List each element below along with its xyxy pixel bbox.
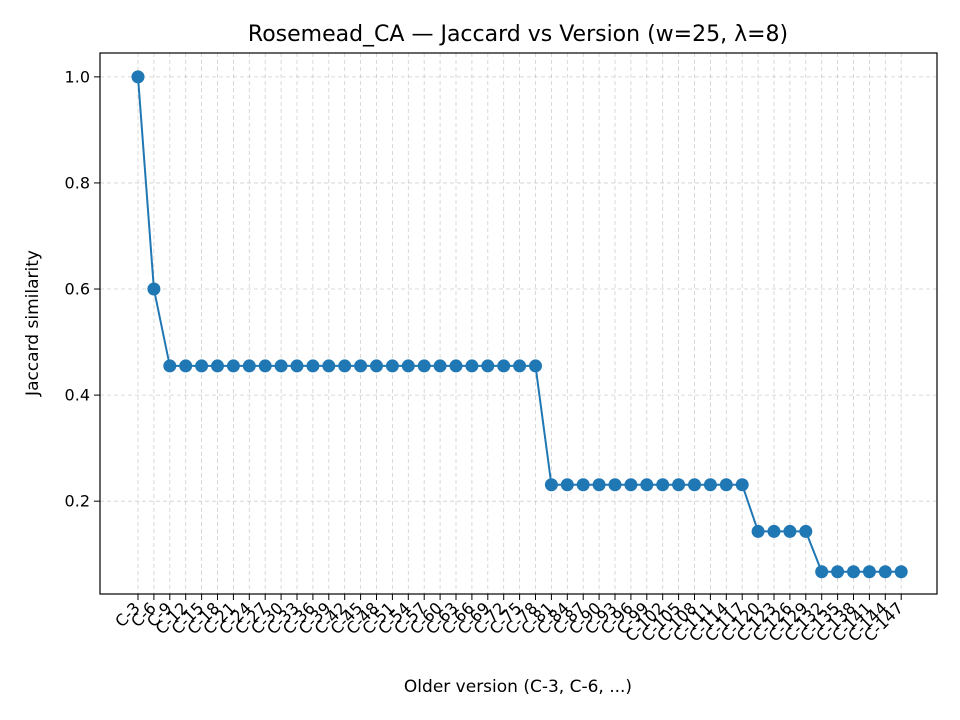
y-axis: 0.2 0.4 0.6 0.8 1.0: [65, 67, 100, 511]
data-point: [656, 478, 670, 492]
data-point: [401, 359, 415, 373]
chart-title: Rosemead_CA — Jaccard vs Version (w=25, …: [248, 22, 788, 47]
data-point: [751, 524, 765, 538]
data-point: [831, 565, 845, 579]
data-point: [862, 565, 876, 579]
data-point: [799, 524, 813, 538]
data-point: [719, 478, 733, 492]
data-point: [338, 359, 352, 373]
data-point: [274, 359, 288, 373]
data-point: [226, 359, 240, 373]
x-axis: C-3C-6C-9C-12C-15C-18C-21C-24C-27C-30C-3…: [111, 594, 907, 645]
data-point: [370, 359, 383, 373]
data-point: [815, 565, 829, 579]
y-tick-label: 0.8: [65, 173, 90, 192]
data-point: [179, 359, 193, 373]
data-point: [322, 359, 336, 373]
data-point: [894, 565, 908, 579]
data-point: [354, 359, 368, 373]
data-point: [783, 524, 797, 538]
data-point: [847, 565, 860, 579]
data-point: [544, 478, 558, 492]
y-tick-label: 0.6: [65, 280, 90, 299]
data-point: [576, 478, 590, 492]
data-point: [242, 359, 256, 373]
data-point: [258, 359, 272, 373]
data-point: [147, 282, 161, 296]
data-point: [195, 359, 209, 373]
data-point: [497, 359, 511, 373]
data-point: [417, 359, 431, 373]
y-tick-label: 0.2: [65, 492, 90, 511]
data-point: [163, 359, 177, 373]
data-point: [211, 359, 224, 373]
data-point: [672, 478, 686, 492]
data-point: [465, 359, 479, 373]
data-point: [703, 478, 717, 492]
data-point: [640, 478, 654, 492]
plot-area-frame: [99, 52, 938, 595]
data-point: [592, 478, 606, 492]
data-point: [735, 478, 749, 492]
data-point: [608, 478, 622, 492]
data-point: [560, 478, 574, 492]
data-point: [449, 359, 463, 373]
y-tick-label: 1.0: [65, 67, 90, 86]
y-tick-label: 0.4: [65, 386, 90, 405]
data-point: [306, 359, 320, 373]
y-axis-label: Jaccard similarity: [23, 250, 43, 397]
x-axis-label: Older version (C-3, C-6, ...): [404, 677, 632, 697]
data-point: [513, 359, 527, 373]
data-point: [481, 359, 495, 373]
data-point: [385, 359, 399, 373]
data-point: [131, 70, 145, 84]
series-layer: [131, 70, 908, 579]
grid: [100, 53, 937, 594]
data-point: [688, 478, 701, 492]
data-point: [290, 359, 304, 373]
data-point: [433, 359, 447, 373]
data-point: [624, 478, 638, 492]
data-point: [529, 359, 542, 373]
data-point: [878, 565, 892, 579]
data-point: [767, 524, 781, 538]
